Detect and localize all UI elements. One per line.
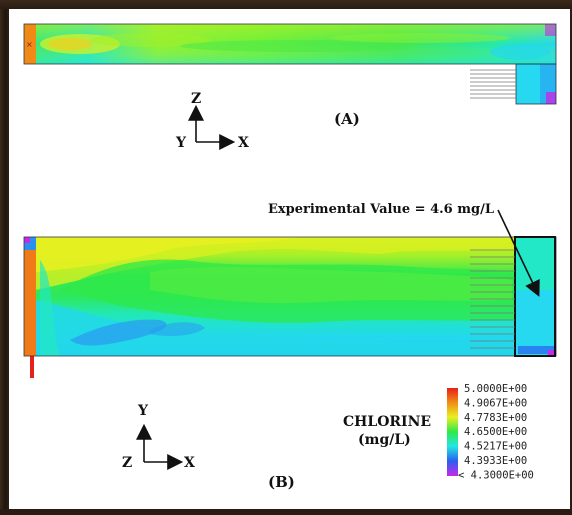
legend-colorbar <box>447 388 458 476</box>
axis-label-z: Z <box>122 455 132 471</box>
color-legend: CHLORINE (mg/L) 5.0000E+00 4.9067E+00 4.77… <box>343 383 534 481</box>
axis-label-x: X <box>184 455 195 471</box>
axis-label-x: X <box>238 135 249 151</box>
panel-b-label: (B) <box>268 473 295 491</box>
legend-unit: (mg/L) <box>358 432 411 448</box>
axis-label-y: Y <box>137 403 149 419</box>
legend-label: 4.9067E+00 <box>464 397 527 409</box>
axis-triad-b: Y Z X <box>122 403 195 471</box>
svg-text:×: × <box>26 40 33 49</box>
contour-plot-b <box>24 237 556 378</box>
legend-label: 4.5217E+00 <box>464 441 527 453</box>
legend-label: < 4.3000E+00 <box>458 469 534 481</box>
legend-label: 4.6500E+00 <box>464 426 527 438</box>
legend-title: CHLORINE <box>343 414 431 430</box>
axis-label-z: Z <box>191 91 201 107</box>
legend-label: 4.7783E+00 <box>464 412 527 424</box>
axis-label-y: Y <box>175 135 187 151</box>
legend-label: 5.0000E+00 <box>464 383 527 395</box>
legend-label: 4.3933E+00 <box>464 455 527 467</box>
panel-a-label: (A) <box>334 110 360 128</box>
contour-plot-a: × <box>24 24 556 104</box>
experimental-value-annotation: Experimental Value = 4.6 mg/L <box>268 202 494 217</box>
axis-triad-a: Z Y X <box>175 91 249 151</box>
